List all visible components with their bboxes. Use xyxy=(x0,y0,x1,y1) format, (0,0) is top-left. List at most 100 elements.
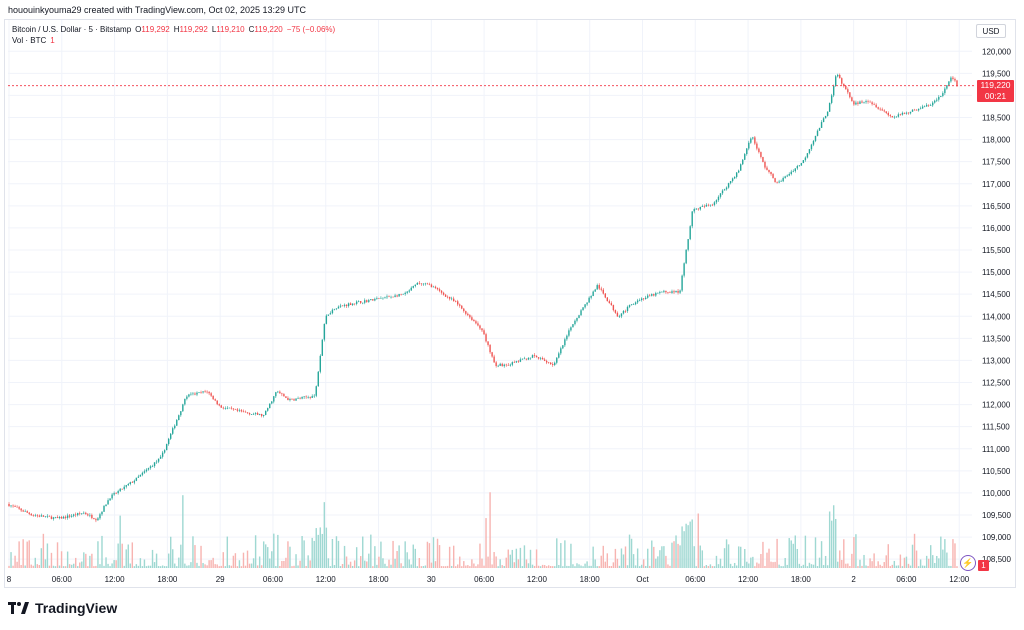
candle-body xyxy=(845,85,847,90)
candle-body xyxy=(246,412,249,414)
volume-bar xyxy=(917,566,920,568)
candle-body xyxy=(337,306,340,309)
volume-bar xyxy=(107,563,109,568)
candle-body xyxy=(123,486,125,490)
candle-body xyxy=(752,137,754,139)
volume-bar xyxy=(459,556,461,568)
candle-body xyxy=(99,514,101,519)
candle-body xyxy=(339,305,342,307)
candle-body xyxy=(436,287,439,290)
volume-bar xyxy=(925,555,928,568)
candle-body xyxy=(307,397,309,398)
volume-bar xyxy=(847,563,849,568)
candle-body xyxy=(119,488,121,492)
candle-body xyxy=(792,171,794,172)
volume-bar xyxy=(782,566,784,568)
candle-body xyxy=(424,283,427,285)
volume-bar xyxy=(335,536,338,568)
candle-body xyxy=(602,289,604,294)
tradingview-logo-icon xyxy=(8,602,29,614)
volume-bar xyxy=(545,566,548,568)
candle-body xyxy=(760,152,762,157)
currency-button[interactable]: USD xyxy=(976,24,1006,38)
candle-body xyxy=(198,392,200,393)
volume-bar xyxy=(66,551,69,568)
candle-body xyxy=(210,393,212,396)
candle-body xyxy=(640,298,643,301)
candle-body xyxy=(861,101,863,103)
volume-bar xyxy=(713,566,716,568)
candle-body xyxy=(608,301,611,304)
candle-body xyxy=(673,291,675,293)
volume-bar xyxy=(351,565,354,568)
volume-bar xyxy=(374,546,376,568)
volume-bar xyxy=(808,562,811,568)
candle-body xyxy=(109,498,111,501)
chart-pane[interactable] xyxy=(4,19,1016,588)
candle-body xyxy=(70,515,73,517)
candle-body xyxy=(345,304,348,307)
volume-bar xyxy=(202,563,204,568)
candle-body xyxy=(159,456,162,459)
price-tick-label: 112,000 xyxy=(982,401,1011,410)
volume-bar xyxy=(564,540,566,568)
volume-bar xyxy=(742,565,744,568)
candle-body xyxy=(570,327,572,331)
volume-bar xyxy=(659,550,661,568)
candle-body xyxy=(780,181,782,182)
volume-bar xyxy=(802,564,805,568)
candle-body xyxy=(362,302,364,304)
volume-bar xyxy=(135,564,138,568)
volume-bar xyxy=(737,546,740,568)
candle-body xyxy=(265,410,267,415)
footer-logo: TradingView xyxy=(8,600,117,616)
volume-bar xyxy=(115,560,117,568)
candle-body xyxy=(766,167,768,170)
candle-body xyxy=(214,399,216,401)
volume-bar xyxy=(414,548,416,568)
candle-body xyxy=(572,324,574,328)
candle-body xyxy=(711,204,714,206)
time-tick-label: 12:00 xyxy=(949,575,970,584)
symbol-label[interactable]: Bitcoin / U.S. Dollar · 5 · Bitstamp xyxy=(12,25,132,34)
candle-body xyxy=(157,458,160,462)
lightning-icon[interactable]: ⚡ xyxy=(960,555,976,571)
volume-bar xyxy=(784,557,786,568)
candle-body xyxy=(788,174,790,176)
volume-bar xyxy=(182,495,184,568)
volume-bar xyxy=(295,554,297,568)
volume-bar xyxy=(685,523,687,568)
volume-bar xyxy=(923,565,926,568)
candle-body xyxy=(335,308,338,310)
candle-body xyxy=(539,357,542,359)
candle-body xyxy=(715,200,718,203)
candle-body xyxy=(254,413,257,414)
candle-body xyxy=(50,516,53,519)
candle-body xyxy=(622,310,625,314)
candle-body xyxy=(477,323,479,326)
volume-bar xyxy=(675,535,677,568)
candle-body xyxy=(917,108,920,111)
volume-bar xyxy=(869,558,871,568)
volume-bar xyxy=(786,564,788,568)
candle-body xyxy=(194,393,196,395)
candle-body xyxy=(737,170,740,173)
volume-bar xyxy=(362,536,364,568)
volume-bar xyxy=(297,565,299,568)
candle-body xyxy=(925,104,928,107)
candle-body xyxy=(333,309,336,310)
volume-bar xyxy=(319,527,321,568)
volume-bar xyxy=(525,559,528,568)
candle-body xyxy=(934,100,936,103)
volume-bar xyxy=(469,566,471,568)
volume-bar xyxy=(584,563,586,568)
candle-body xyxy=(885,111,887,113)
volume-bar xyxy=(91,553,93,568)
candle-body xyxy=(667,292,669,293)
candle-body xyxy=(220,405,222,408)
volume-label[interactable]: Vol · BTC xyxy=(12,36,47,45)
event-badge[interactable]: 1 xyxy=(978,560,989,571)
volume-bar xyxy=(804,535,807,568)
volume-bar xyxy=(220,565,222,568)
